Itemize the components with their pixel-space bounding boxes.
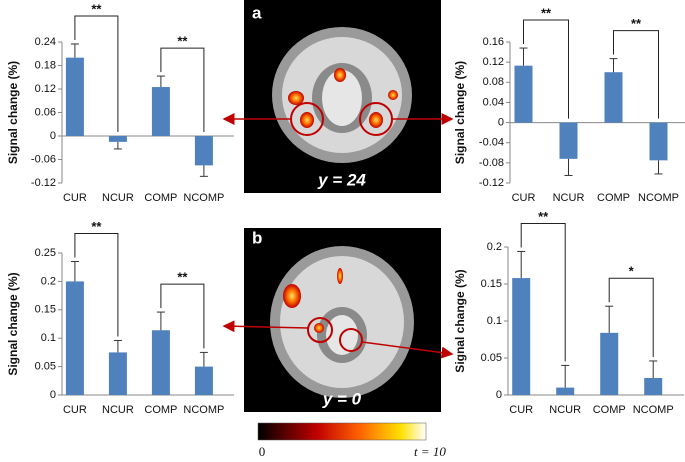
y-axis-label: Signal change (%) xyxy=(453,61,467,164)
significance-bracket xyxy=(160,47,205,132)
x-tick-label: COMP xyxy=(144,192,177,204)
x-tick-label: CUR xyxy=(509,404,533,416)
bar xyxy=(649,122,668,161)
bar xyxy=(108,136,127,142)
x-tick-label: NCUR xyxy=(549,404,581,416)
y-tick-label: -0.04 xyxy=(479,137,504,149)
colorbar: 0 t = 10 xyxy=(257,422,446,459)
x-tick-label: NCOMP xyxy=(633,404,674,416)
x-tick-label: COMP xyxy=(593,404,626,416)
significance-label: ** xyxy=(91,219,102,234)
y-tick-label: 0.24 xyxy=(35,36,56,48)
bar xyxy=(151,87,170,136)
bar xyxy=(194,136,213,166)
y-tick-label: 0.05 xyxy=(35,361,56,373)
bar xyxy=(512,278,531,395)
bar xyxy=(556,387,575,395)
x-tick-label: NCOMP xyxy=(183,192,224,204)
y-tick-label: 0.1 xyxy=(487,315,502,327)
significance-bracket xyxy=(74,233,119,337)
y-tick-label: 0.06 xyxy=(35,106,56,118)
y-tick-label: 0.18 xyxy=(35,59,56,71)
significance-bracket xyxy=(613,30,659,119)
bar xyxy=(194,366,213,395)
panel-label: b xyxy=(252,228,262,247)
y-axis-label: Signal change (%) xyxy=(453,269,467,372)
bar xyxy=(514,65,533,123)
x-tick-label: CUR xyxy=(63,192,87,204)
y-tick-label: 0.2 xyxy=(41,275,56,287)
y-tick-label: 0.1 xyxy=(41,332,56,344)
y-axis-label: Signal change (%) xyxy=(6,61,20,164)
x-tick-label: COMP xyxy=(144,404,177,416)
significance-label: ** xyxy=(541,5,552,20)
y-axis-label: Signal change (%) xyxy=(6,272,20,375)
arrows xyxy=(222,113,454,359)
colorbar-max: t = 10 xyxy=(414,444,446,459)
y-tick-label: 0.2 xyxy=(487,241,502,253)
bar xyxy=(604,72,623,123)
y-tick-label: 0.25 xyxy=(35,247,56,259)
significance-bracket xyxy=(520,222,566,362)
y-tick-label: 0.12 xyxy=(483,56,504,68)
significance-label: ** xyxy=(631,16,642,31)
slice-label: y = 24 xyxy=(317,170,366,189)
brain-image-b: b y = 0 xyxy=(244,228,441,412)
y-tick-label: 0.16 xyxy=(483,36,504,48)
significance-label: ** xyxy=(538,209,549,224)
x-tick-label: CUR xyxy=(63,404,87,416)
significance-label: ** xyxy=(177,34,188,49)
y-tick-label: 0 xyxy=(50,389,56,401)
y-tick-label: 0.04 xyxy=(483,96,504,108)
x-tick-label: CUR xyxy=(512,192,536,204)
x-tick-label: NCUR xyxy=(553,192,585,204)
bar xyxy=(108,352,127,395)
brain-image-a: a y = 24 xyxy=(244,0,441,193)
significance-label: * xyxy=(629,264,635,279)
significance-bracket xyxy=(74,15,119,132)
y-tick-label: 0 xyxy=(498,116,504,128)
significance-bracket xyxy=(608,277,654,357)
significance-bracket xyxy=(160,283,205,349)
y-tick-label: 0 xyxy=(496,389,502,401)
bar xyxy=(644,377,663,395)
y-tick-label: 0.15 xyxy=(35,304,56,316)
significance-label: ** xyxy=(177,270,188,285)
y-tick-label: -0.12 xyxy=(31,177,56,189)
x-tick-label: NCOMP xyxy=(638,192,679,204)
y-tick-label: -0.12 xyxy=(479,177,504,189)
x-tick-label: NCUR xyxy=(102,192,134,204)
x-tick-label: COMP xyxy=(597,192,630,204)
bar xyxy=(600,332,619,395)
y-tick-label: 0.15 xyxy=(481,278,502,290)
x-tick-label: NCOMP xyxy=(183,404,224,416)
bar xyxy=(559,122,578,159)
x-tick-label: NCUR xyxy=(102,404,134,416)
bar xyxy=(65,281,84,395)
y-tick-label: 0 xyxy=(50,130,56,142)
y-tick-label: 0.08 xyxy=(483,76,504,88)
y-tick-label: 0.12 xyxy=(35,83,56,95)
y-tick-label: 0.05 xyxy=(481,352,502,364)
y-tick-label: -0.08 xyxy=(479,157,504,169)
bar xyxy=(65,57,84,136)
y-tick-label: -0.06 xyxy=(31,153,56,165)
significance-label: ** xyxy=(91,1,102,16)
slice-label: y = 0 xyxy=(322,389,362,408)
panel-label: a xyxy=(252,3,262,22)
significance-bracket xyxy=(523,19,569,119)
bar xyxy=(151,330,170,395)
colorbar-min: 0 xyxy=(259,444,266,459)
